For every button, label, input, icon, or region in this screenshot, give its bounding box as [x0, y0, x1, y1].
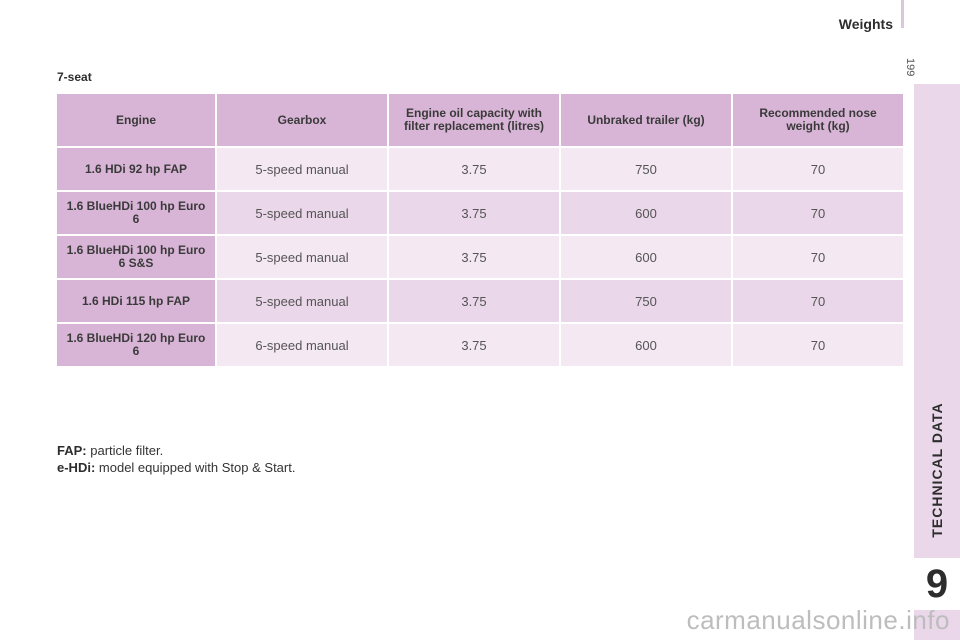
table-row: 1.6 HDi 92 hp FAP 5-speed manual 3.75 75… — [57, 148, 903, 190]
nose-weight-cell: 70 — [733, 148, 903, 190]
chapter-number: 9 — [925, 561, 949, 606]
oil-capacity-cell: 3.75 — [389, 192, 559, 234]
engine-cell: 1.6 BlueHDi 100 hp Euro 6 — [57, 192, 215, 234]
footnote-term: FAP: — [57, 443, 87, 458]
unbraked-trailer-cell: 600 — [561, 192, 731, 234]
footnote-term: e-HDi: — [57, 460, 96, 475]
table-row: 1.6 HDi 115 hp FAP 5-speed manual 3.75 7… — [57, 280, 903, 322]
gearbox-cell: 6-speed manual — [217, 324, 387, 366]
nose-weight-cell: 70 — [733, 236, 903, 278]
oil-capacity-cell: 3.75 — [389, 280, 559, 322]
footnotes: FAP: particle filter. e-HDi: model equip… — [57, 442, 295, 476]
chapter-box: 9 — [914, 558, 960, 610]
unbraked-trailer-cell: 600 — [561, 236, 731, 278]
column-header-oil-capacity: Engine oil capacity with filter replacem… — [389, 94, 559, 146]
oil-capacity-cell: 3.75 — [389, 236, 559, 278]
engine-cell: 1.6 BlueHDi 120 hp Euro 6 — [57, 324, 215, 366]
table-row: 1.6 BlueHDi 120 hp Euro 6 6-speed manual… — [57, 324, 903, 366]
watermark: carmanualsonline.info — [686, 605, 950, 635]
table-row: 1.6 BlueHDi 100 hp Euro 6 S&S 5-speed ma… — [57, 236, 903, 278]
side-band — [914, 84, 960, 640]
footnote-fap: FAP: particle filter. — [57, 442, 295, 459]
oil-capacity-cell: 3.75 — [389, 148, 559, 190]
gearbox-cell: 5-speed manual — [217, 148, 387, 190]
footnote-text: model equipped with Stop & Start. — [98, 460, 296, 475]
nose-weight-cell: 70 — [733, 280, 903, 322]
side-section-label: TECHNICAL DATA — [929, 402, 945, 538]
engine-cell: 1.6 HDi 115 hp FAP — [57, 280, 215, 322]
unbraked-trailer-cell: 750 — [561, 148, 731, 190]
gearbox-cell: 5-speed manual — [217, 236, 387, 278]
page-number: 199 — [904, 58, 916, 77]
unbraked-trailer-cell: 750 — [561, 280, 731, 322]
table-row: 1.6 BlueHDi 100 hp Euro 6 5-speed manual… — [57, 192, 903, 234]
section-title: 7-seat — [57, 70, 92, 84]
header-divider — [901, 0, 904, 28]
nose-weight-cell: 70 — [733, 192, 903, 234]
column-header-engine: Engine — [57, 94, 215, 146]
column-header-nose-weight: Recommended nose weight (kg) — [733, 94, 903, 146]
footnote-text: particle filter. — [90, 443, 164, 458]
engine-cell: 1.6 HDi 92 hp FAP — [57, 148, 215, 190]
nose-weight-cell: 70 — [733, 324, 903, 366]
engine-cell: 1.6 BlueHDi 100 hp Euro 6 S&S — [57, 236, 215, 278]
gearbox-cell: 5-speed manual — [217, 280, 387, 322]
weights-table: Engine Gearbox Engine oil capacity with … — [55, 92, 905, 368]
oil-capacity-cell: 3.75 — [389, 324, 559, 366]
column-header-gearbox: Gearbox — [217, 94, 387, 146]
table-header-row: Engine Gearbox Engine oil capacity with … — [57, 94, 903, 146]
gearbox-cell: 5-speed manual — [217, 192, 387, 234]
page-header-title: Weights — [838, 16, 893, 32]
column-header-unbraked-trailer: Unbraked trailer (kg) — [561, 94, 731, 146]
unbraked-trailer-cell: 600 — [561, 324, 731, 366]
footnote-ehdi: e-HDi: model equipped with Stop & Start. — [57, 459, 295, 476]
